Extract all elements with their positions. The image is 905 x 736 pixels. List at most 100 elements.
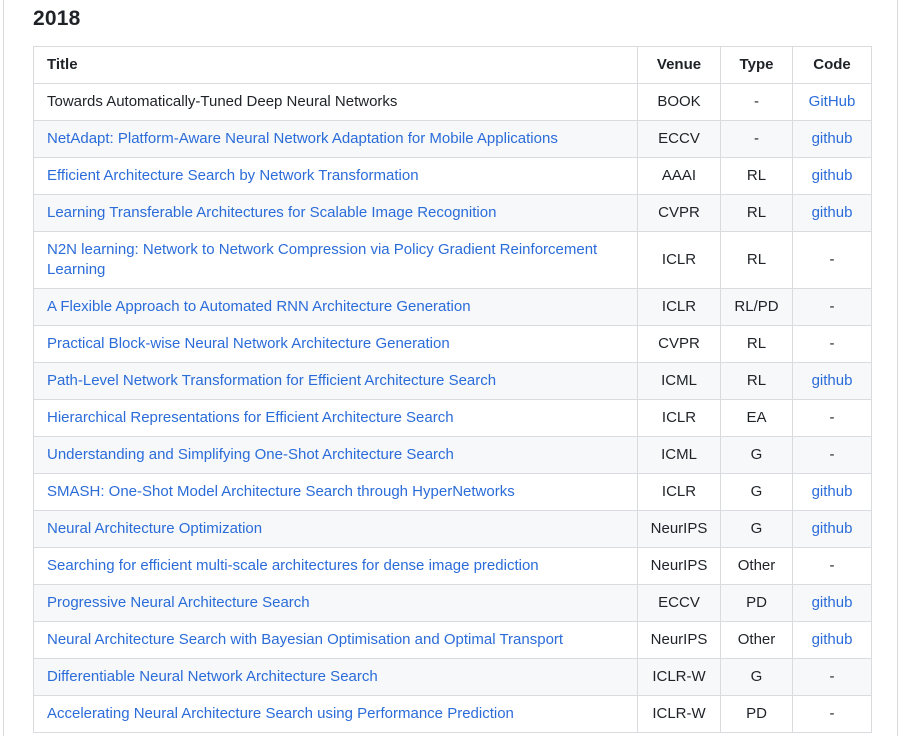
paper-title-cell: Path-Level Network Transformation for Ef… bbox=[33, 362, 638, 400]
code-link[interactable]: github bbox=[811, 130, 853, 147]
table-row: N2N learning: Network to Network Compres… bbox=[33, 231, 872, 289]
venue-cell: NeurIPS bbox=[637, 510, 721, 548]
code-dash: - bbox=[829, 557, 835, 574]
paper-title-link[interactable]: Efficient Architecture Search by Network… bbox=[47, 167, 419, 184]
code-cell: github bbox=[792, 584, 872, 622]
venue-cell: BOOK bbox=[637, 83, 721, 121]
venue-cell: AAAI bbox=[637, 157, 721, 195]
paper-title-cell: Towards Automatically-Tuned Deep Neural … bbox=[33, 83, 638, 121]
table-row: Searching for efficient multi-scale arch… bbox=[33, 547, 872, 585]
code-link[interactable]: github bbox=[811, 372, 853, 389]
code-cell: github bbox=[792, 362, 872, 400]
code-cell: github bbox=[792, 120, 872, 158]
type-cell: RL bbox=[720, 157, 793, 195]
type-cell: RL bbox=[720, 231, 793, 289]
paper-title-cell: SMASH: One-Shot Model Architecture Searc… bbox=[33, 473, 638, 511]
code-link[interactable]: github bbox=[811, 483, 853, 500]
type-cell: Other bbox=[720, 621, 793, 659]
paper-title-link[interactable]: Accelerating Neural Architecture Search … bbox=[47, 705, 514, 722]
type-cell: Other bbox=[720, 547, 793, 585]
table-row: A Flexible Approach to Automated RNN Arc… bbox=[33, 288, 872, 326]
code-link[interactable]: github bbox=[811, 631, 853, 648]
code-link[interactable]: github bbox=[811, 594, 853, 611]
type-cell: G bbox=[720, 436, 793, 474]
table-row: Hierarchical Representations for Efficie… bbox=[33, 399, 872, 437]
paper-title-cell: Efficient Architecture Search by Network… bbox=[33, 157, 638, 195]
code-link[interactable]: github bbox=[811, 167, 853, 184]
paper-title-link[interactable]: SMASH: One-Shot Model Architecture Searc… bbox=[47, 483, 515, 500]
table-row: Differentiable Neural Network Architectu… bbox=[33, 658, 872, 696]
venue-cell: ICLR-W bbox=[637, 658, 721, 696]
table-row: Neural Architecture Optimization NeurIPS G… bbox=[33, 510, 872, 548]
column-header-title: Title bbox=[33, 46, 638, 84]
paper-title-cell: Accelerating Neural Architecture Search … bbox=[33, 695, 638, 733]
paper-title-cell: Neural Architecture Optimization bbox=[33, 510, 638, 548]
paper-title-cell: Learning Transferable Architectures for … bbox=[33, 194, 638, 232]
paper-title-cell: Searching for efficient multi-scale arch… bbox=[33, 547, 638, 585]
table-row: Understanding and Simplifying One-Shot A… bbox=[33, 436, 872, 474]
table-row: Practical Block-wise Neural Network Arch… bbox=[33, 325, 872, 363]
type-cell: G bbox=[720, 473, 793, 511]
code-dash: - bbox=[829, 251, 835, 268]
type-cell: RL/PD bbox=[720, 288, 793, 326]
code-cell: github bbox=[792, 157, 872, 195]
code-dash: - bbox=[829, 668, 835, 685]
column-header-type: Type bbox=[720, 46, 793, 84]
paper-title-link[interactable]: Searching for efficient multi-scale arch… bbox=[47, 557, 539, 574]
paper-title-cell: Differentiable Neural Network Architectu… bbox=[33, 658, 638, 696]
table-row: Efficient Architecture Search by Network… bbox=[33, 157, 872, 195]
table-row: Path-Level Network Transformation for Ef… bbox=[33, 362, 872, 400]
code-cell: github bbox=[792, 621, 872, 659]
table-row: Progressive Neural Architecture Search EC… bbox=[33, 584, 872, 622]
paper-title-link[interactable]: N2N learning: Network to Network Compres… bbox=[47, 241, 598, 278]
paper-title-link[interactable]: Neural Architecture Optimization bbox=[47, 520, 263, 537]
type-cell: RL bbox=[720, 362, 793, 400]
code-cell: github bbox=[792, 194, 872, 232]
table-header-row: Title Venue Type Code bbox=[33, 46, 872, 84]
paper-title-cell: Practical Block-wise Neural Network Arch… bbox=[33, 325, 638, 363]
type-cell: G bbox=[720, 658, 793, 696]
paper-title-link[interactable]: Understanding and Simplifying One-Shot A… bbox=[47, 446, 454, 463]
paper-title-link[interactable]: Differentiable Neural Network Architectu… bbox=[47, 668, 378, 685]
paper-title-cell: NetAdapt: Platform-Aware Neural Network … bbox=[33, 120, 638, 158]
paper-title-link[interactable]: Neural Architecture Search with Bayesian… bbox=[47, 631, 564, 648]
section-heading-year: 2018 bbox=[33, 7, 81, 30]
code-cell: - bbox=[792, 288, 872, 326]
code-dash: - bbox=[829, 298, 835, 315]
venue-cell: ICLR bbox=[637, 473, 721, 511]
paper-title-link[interactable]: NetAdapt: Platform-Aware Neural Network … bbox=[47, 130, 558, 147]
venue-cell: ICML bbox=[637, 362, 721, 400]
paper-title-link[interactable]: Hierarchical Representations for Efficie… bbox=[47, 409, 454, 426]
paper-title-link[interactable]: Learning Transferable Architectures for … bbox=[47, 204, 497, 221]
table-row: SMASH: One-Shot Model Architecture Searc… bbox=[33, 473, 872, 511]
content-area: 2018 Title Venue Type Code Towards Autom… bbox=[33, 0, 872, 733]
paper-title-link[interactable]: A Flexible Approach to Automated RNN Arc… bbox=[47, 298, 471, 315]
code-dash: - bbox=[829, 705, 835, 722]
code-cell: - bbox=[792, 325, 872, 363]
code-cell: - bbox=[792, 399, 872, 437]
venue-cell: ICLR bbox=[637, 288, 721, 326]
paper-title-link[interactable]: Progressive Neural Architecture Search bbox=[47, 594, 310, 611]
code-cell: - bbox=[792, 547, 872, 585]
venue-cell: CVPR bbox=[637, 325, 721, 363]
code-cell: - bbox=[792, 231, 872, 289]
venue-cell: ICLR bbox=[637, 399, 721, 437]
venue-cell: ICLR bbox=[637, 231, 721, 289]
paper-title-link[interactable]: Practical Block-wise Neural Network Arch… bbox=[47, 335, 450, 352]
code-cell: GitHub bbox=[792, 83, 872, 121]
table-row: Neural Architecture Search with Bayesian… bbox=[33, 621, 872, 659]
venue-cell: ECCV bbox=[637, 120, 721, 158]
venue-cell: NeurIPS bbox=[637, 547, 721, 585]
paper-title-text: Towards Automatically-Tuned Deep Neural … bbox=[47, 93, 398, 110]
code-dash: - bbox=[829, 446, 835, 463]
type-cell: RL bbox=[720, 325, 793, 363]
code-cell: github bbox=[792, 510, 872, 548]
code-link[interactable]: github bbox=[811, 204, 853, 221]
code-link[interactable]: github bbox=[811, 520, 853, 537]
venue-cell: NeurIPS bbox=[637, 621, 721, 659]
type-cell: EA bbox=[720, 399, 793, 437]
table-body: Towards Automatically-Tuned Deep Neural … bbox=[33, 83, 872, 733]
paper-title-link[interactable]: Path-Level Network Transformation for Ef… bbox=[47, 372, 497, 389]
code-cell: - bbox=[792, 695, 872, 733]
code-link[interactable]: GitHub bbox=[808, 93, 856, 110]
